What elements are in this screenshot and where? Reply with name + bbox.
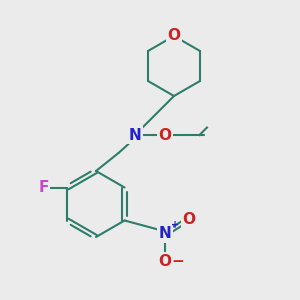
Text: N: N xyxy=(129,128,141,142)
Text: −: − xyxy=(172,254,184,268)
Text: O: O xyxy=(167,28,181,44)
Text: O: O xyxy=(182,212,196,226)
Text: F: F xyxy=(38,180,49,195)
Text: O: O xyxy=(158,254,172,268)
Text: N: N xyxy=(159,226,171,242)
Text: O: O xyxy=(158,128,172,142)
Text: +: + xyxy=(171,220,179,230)
